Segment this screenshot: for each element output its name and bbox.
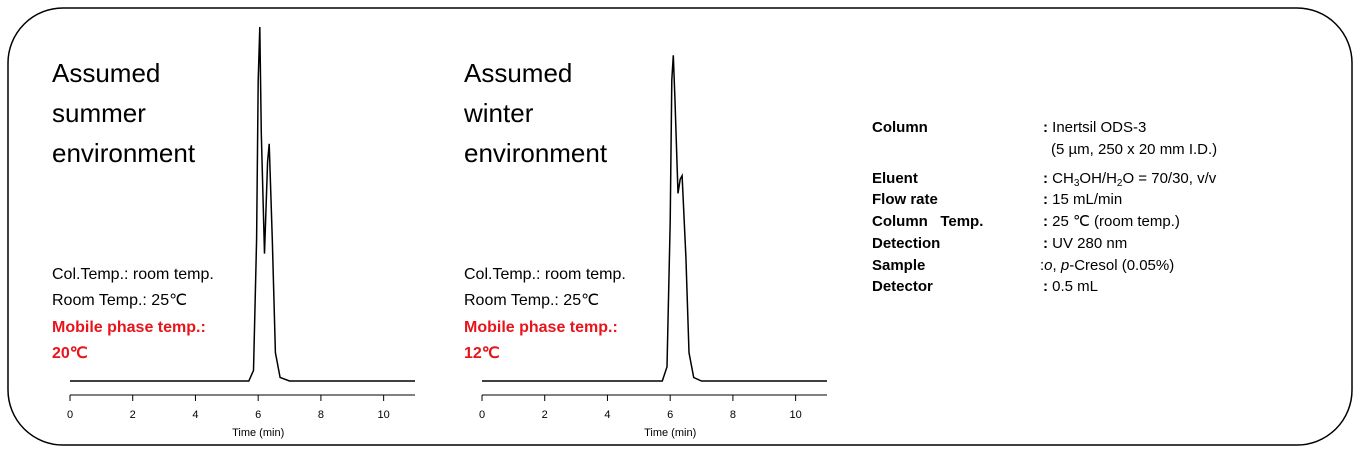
colon: :: [1043, 170, 1048, 187]
value-text: o: [1044, 257, 1052, 274]
value-text: 0.5 mL: [1048, 278, 1098, 295]
row-label: Eluent: [872, 170, 918, 187]
note: Room Temp.: 25℃: [464, 292, 599, 309]
highlight-note: Mobile phase temp.:: [52, 319, 206, 336]
value-text: 25 ℃ (room temp.): [1048, 213, 1180, 230]
trace: [70, 26, 415, 382]
row-label: Flow rate: [872, 191, 938, 208]
chart-title: summer: [52, 98, 146, 128]
x-tick-label: 10: [378, 409, 390, 421]
conditions-table: Column : Inertsil ODS-3 (5 µm, 250 x 20 …: [872, 119, 1217, 295]
chart-title: environment: [464, 138, 608, 168]
value-text: -Cresol (0.05%): [1069, 257, 1174, 274]
chart-title: winter: [463, 98, 534, 128]
row-value: : CH3OH/H2O = 70/30, v/v: [1043, 170, 1217, 189]
highlight-note: 20℃: [52, 345, 88, 362]
note: Col.Temp.: room temp.: [52, 266, 214, 283]
value-text: Inertsil ODS-3: [1048, 119, 1146, 136]
x-axis-label: Time (min): [232, 427, 284, 439]
value-text: 15 mL/min: [1048, 191, 1122, 208]
colon: :: [1043, 119, 1048, 136]
x-tick-label: 2: [542, 409, 548, 421]
row-label: Detector: [872, 278, 933, 295]
colon: :: [1043, 235, 1048, 252]
x-tick-label: 0: [479, 409, 485, 421]
trace: [482, 55, 827, 382]
row-value: : Inertsil ODS-3: [1043, 119, 1146, 136]
chart-title: environment: [52, 138, 196, 168]
note: Col.Temp.: room temp.: [464, 266, 626, 283]
value-text: UV 280 nm: [1048, 235, 1127, 252]
chart-title: Assumed: [52, 58, 160, 88]
row-value: : 25 ℃ (room temp.): [1043, 213, 1180, 230]
x-tick-label: 6: [667, 409, 673, 421]
x-tick-label: 0: [67, 409, 73, 421]
row-value: : UV 280 nm: [1043, 235, 1127, 252]
x-tick-label: 4: [604, 409, 610, 421]
row-label: Column: [872, 119, 928, 136]
colon: :: [1043, 191, 1048, 208]
subscript: 3: [1074, 178, 1080, 189]
frame: [7, 7, 1353, 446]
x-tick-label: 8: [730, 409, 736, 421]
colon: :: [1043, 278, 1048, 295]
row-label: Sample: [872, 257, 925, 274]
row-label: Detection: [872, 235, 940, 252]
highlight-note: 12℃: [464, 345, 500, 362]
value-text: OH/H: [1079, 170, 1117, 187]
chart-title: Assumed: [464, 58, 572, 88]
x-tick-label: 2: [130, 409, 136, 421]
highlight-note: Mobile phase temp.:: [464, 319, 618, 336]
colon: :: [1043, 213, 1048, 230]
value-text: p: [1060, 257, 1069, 274]
x-tick-label: 10: [790, 409, 802, 421]
x-axis-label: Time (min): [644, 427, 696, 439]
subscript: 2: [1117, 178, 1123, 189]
row-value: : 0.5 mL: [1043, 278, 1098, 295]
row-value: :o, p-Cresol (0.05%): [1040, 257, 1174, 274]
row-value: : 15 mL/min: [1043, 191, 1122, 208]
x-tick-label: 4: [192, 409, 198, 421]
note: Room Temp.: 25℃: [52, 292, 187, 309]
value-text: CH: [1048, 170, 1074, 187]
value-text: O = 70/30, v/v: [1122, 170, 1216, 187]
x-tick-label: 6: [255, 409, 261, 421]
row-value: (5 µm, 250 x 20 mm I.D.): [1051, 141, 1217, 158]
row-label: Column Temp.: [872, 213, 983, 230]
value-text: :: [1040, 257, 1044, 274]
value-text: ,: [1053, 257, 1061, 274]
x-tick-label: 8: [318, 409, 324, 421]
